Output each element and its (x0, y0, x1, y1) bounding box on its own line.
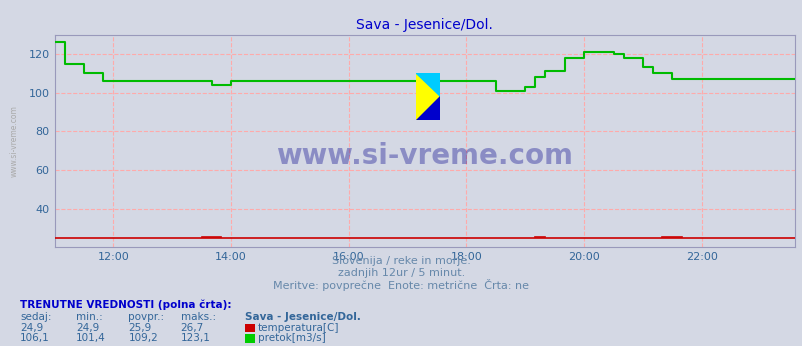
Text: temperatura[C]: temperatura[C] (257, 323, 338, 333)
Text: sedaj:: sedaj: (20, 312, 51, 321)
Text: www.si-vreme.com: www.si-vreme.com (10, 105, 18, 177)
Text: 101,4: 101,4 (76, 334, 106, 343)
Text: zadnjih 12ur / 5 minut.: zadnjih 12ur / 5 minut. (338, 268, 464, 278)
Text: TRENUTNE VREDNOSTI (polna črta):: TRENUTNE VREDNOSTI (polna črta): (20, 300, 231, 310)
Text: 26,7: 26,7 (180, 323, 204, 333)
Text: maks.:: maks.: (180, 312, 216, 321)
Polygon shape (415, 96, 439, 120)
Text: pretok[m3/s]: pretok[m3/s] (257, 334, 325, 343)
Polygon shape (415, 73, 439, 96)
Text: Sava - Jesenice/Dol.: Sava - Jesenice/Dol. (245, 312, 360, 321)
Text: povpr.:: povpr.: (128, 312, 164, 321)
Text: Slovenija / reke in morje.: Slovenija / reke in morje. (332, 256, 470, 266)
Text: min.:: min.: (76, 312, 103, 321)
Text: 109,2: 109,2 (128, 334, 158, 343)
Text: Meritve: povprečne  Enote: metrične  Črta: ne: Meritve: povprečne Enote: metrične Črta:… (273, 280, 529, 291)
Text: 24,9: 24,9 (76, 323, 99, 333)
Text: 123,1: 123,1 (180, 334, 210, 343)
Text: 24,9: 24,9 (20, 323, 43, 333)
Title: Sava - Jesenice/Dol.: Sava - Jesenice/Dol. (356, 18, 492, 32)
Text: www.si-vreme.com: www.si-vreme.com (276, 142, 573, 170)
Text: 25,9: 25,9 (128, 323, 152, 333)
Text: 106,1: 106,1 (20, 334, 50, 343)
